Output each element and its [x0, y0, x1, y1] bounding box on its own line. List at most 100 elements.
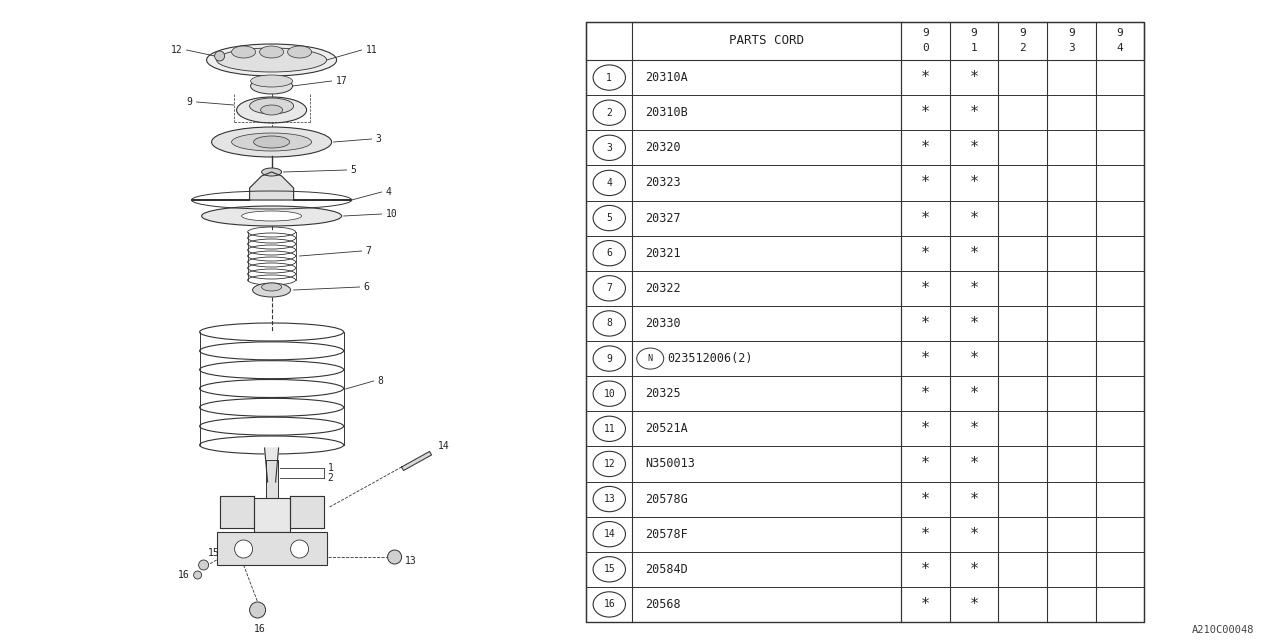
Text: 3: 3	[1068, 43, 1075, 53]
Ellipse shape	[261, 283, 282, 291]
Polygon shape	[402, 451, 431, 470]
Text: *: *	[920, 597, 931, 612]
Text: *: *	[920, 281, 931, 296]
Bar	[266, 460, 278, 498]
Text: 8: 8	[378, 376, 384, 386]
Ellipse shape	[211, 127, 332, 157]
Text: *: *	[920, 316, 931, 331]
Text: 16: 16	[178, 570, 189, 580]
Text: 5: 5	[607, 213, 612, 223]
Text: N350013: N350013	[645, 458, 695, 470]
Text: 20521A: 20521A	[645, 422, 687, 435]
Text: 10: 10	[385, 209, 397, 219]
Text: 20321: 20321	[645, 246, 681, 260]
Text: 20320: 20320	[645, 141, 681, 154]
Text: 11: 11	[366, 45, 378, 55]
Text: 9: 9	[970, 28, 978, 38]
Circle shape	[234, 540, 252, 558]
Ellipse shape	[261, 105, 283, 115]
Text: 3: 3	[607, 143, 612, 153]
Text: 12: 12	[170, 45, 183, 55]
Text: *: *	[969, 105, 979, 120]
Text: 20578F: 20578F	[645, 528, 687, 541]
Circle shape	[250, 602, 266, 618]
Text: *: *	[969, 421, 979, 436]
Text: *: *	[920, 492, 931, 507]
Text: *: *	[920, 386, 931, 401]
Text: 9: 9	[1019, 28, 1027, 38]
Text: 9: 9	[1068, 28, 1075, 38]
Ellipse shape	[251, 78, 293, 94]
Circle shape	[215, 51, 224, 61]
Text: 1: 1	[328, 463, 334, 473]
Ellipse shape	[250, 98, 293, 114]
Text: 10: 10	[603, 388, 616, 399]
Text: *: *	[920, 105, 931, 120]
Text: 8: 8	[607, 319, 612, 328]
Text: 2: 2	[607, 108, 612, 118]
Text: *: *	[969, 211, 979, 225]
Circle shape	[291, 540, 308, 558]
Ellipse shape	[261, 168, 282, 176]
Text: 20330: 20330	[645, 317, 681, 330]
Text: 9: 9	[187, 97, 192, 107]
Text: *: *	[920, 562, 931, 577]
Text: 20578G: 20578G	[645, 493, 687, 506]
Ellipse shape	[260, 46, 284, 58]
Text: 20323: 20323	[645, 177, 681, 189]
Ellipse shape	[232, 133, 311, 151]
Text: 15: 15	[207, 548, 219, 558]
Text: 16: 16	[253, 624, 265, 634]
Circle shape	[198, 560, 209, 570]
Text: *: *	[969, 140, 979, 156]
Text: 6: 6	[364, 282, 370, 292]
Ellipse shape	[252, 283, 291, 297]
Polygon shape	[265, 448, 279, 482]
Text: *: *	[969, 175, 979, 191]
Ellipse shape	[288, 46, 311, 58]
Ellipse shape	[201, 206, 342, 226]
Text: *: *	[969, 70, 979, 85]
Text: 0: 0	[922, 43, 929, 53]
Text: *: *	[920, 246, 931, 260]
Text: 9: 9	[1116, 28, 1124, 38]
Polygon shape	[289, 496, 324, 528]
Text: 14: 14	[603, 529, 616, 539]
Text: 17: 17	[335, 76, 347, 86]
Text: 12: 12	[603, 459, 616, 469]
Text: *: *	[969, 386, 979, 401]
Text: *: *	[920, 70, 931, 85]
Text: 4: 4	[1116, 43, 1124, 53]
Text: *: *	[969, 316, 979, 331]
Text: 9: 9	[922, 28, 929, 38]
Text: *: *	[969, 351, 979, 366]
Text: *: *	[969, 597, 979, 612]
Text: 20327: 20327	[645, 212, 681, 225]
Polygon shape	[192, 172, 352, 200]
Circle shape	[193, 571, 201, 579]
Ellipse shape	[253, 136, 289, 148]
Text: *: *	[969, 281, 979, 296]
Ellipse shape	[216, 48, 326, 72]
Text: 1: 1	[970, 43, 978, 53]
Bar	[586, 22, 1144, 622]
Text: 3: 3	[375, 134, 381, 144]
Text: 13: 13	[603, 494, 616, 504]
Text: *: *	[969, 562, 979, 577]
Text: 1: 1	[607, 72, 612, 83]
Text: A210C00048: A210C00048	[1192, 625, 1254, 635]
Text: 023512006(2): 023512006(2)	[668, 352, 753, 365]
Text: *: *	[920, 175, 931, 191]
Ellipse shape	[206, 44, 337, 76]
Text: 11: 11	[603, 424, 616, 434]
Text: *: *	[969, 527, 979, 541]
Text: 6: 6	[607, 248, 612, 258]
Ellipse shape	[251, 75, 293, 87]
Text: 13: 13	[404, 556, 416, 566]
Text: *: *	[920, 527, 931, 541]
Text: 2: 2	[1019, 43, 1027, 53]
Text: 15: 15	[603, 564, 616, 574]
Text: *: *	[920, 456, 931, 472]
Text: PARTS CORD: PARTS CORD	[730, 35, 804, 47]
Text: *: *	[920, 421, 931, 436]
